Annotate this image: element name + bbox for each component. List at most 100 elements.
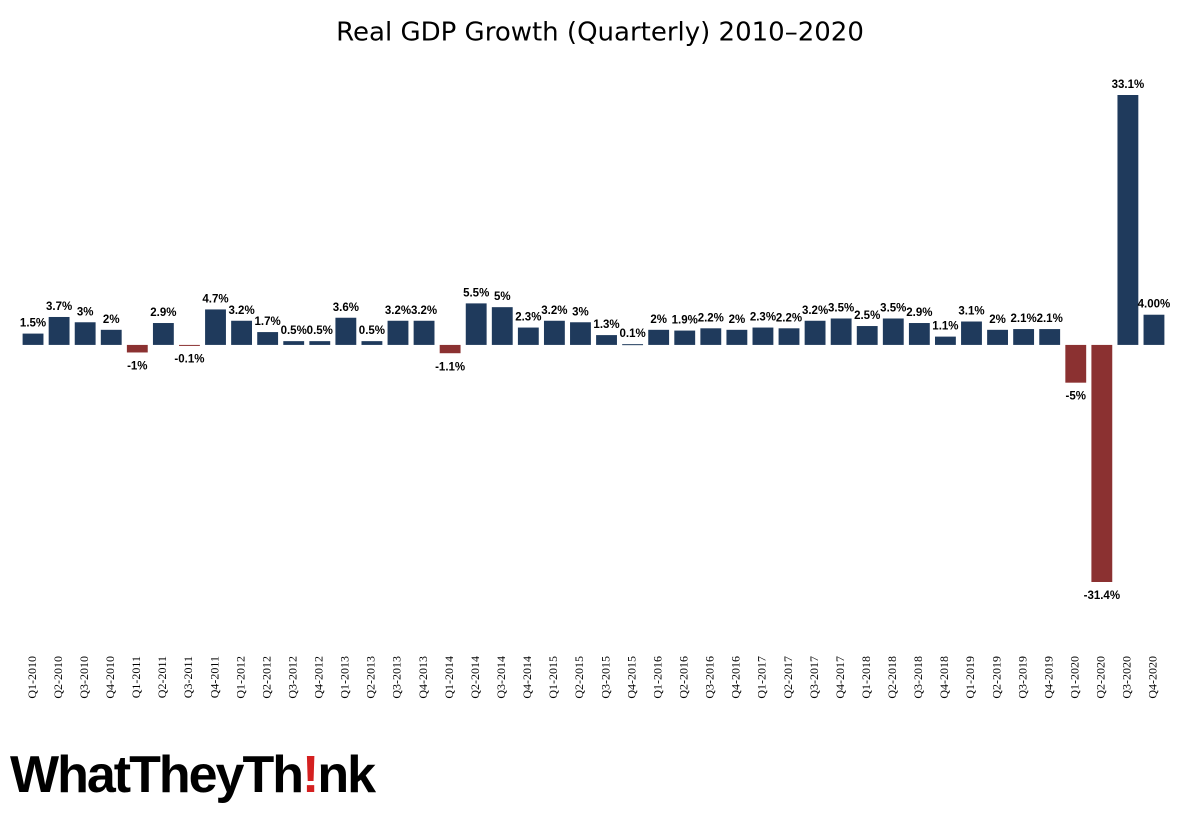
logo: WhatTheyTh!nk [10,746,376,804]
x-tick-label: Q4-2011 [207,656,221,698]
x-tick-label: Q1-2010 [25,656,39,699]
data-label: 1.9% [672,315,698,327]
bar [908,323,930,345]
x-tick-label: Q3-2014 [494,656,508,699]
x-tick-label: Q1-2016 [650,656,664,699]
x-tick-label: Q4-2019 [1041,656,1055,699]
data-label: 2% [103,314,120,326]
data-label: 1.7% [255,316,281,328]
data-label: 1.3% [593,319,619,331]
x-tick-label: Q4-2010 [103,656,117,699]
bar [648,329,670,345]
data-label: 0.5% [359,325,385,337]
x-tick-label: Q2-2012 [259,656,273,699]
bar [830,318,852,345]
data-label: 2.2% [776,312,802,324]
bar [387,320,409,345]
bar [361,341,383,345]
bar [1117,95,1139,345]
data-label: 2.1% [1011,313,1037,325]
bar [309,341,331,345]
x-tick-label: Q1-2011 [129,656,143,698]
bar [179,344,200,346]
x-tick-label: Q4-2014 [520,656,534,699]
x-tick-label: Q3-2018 [911,656,925,699]
x-tick-label: Q3-2017 [807,656,821,699]
x-tick-label: Q3-2011 [181,656,195,698]
bar [882,318,904,345]
bar [596,335,617,345]
data-label: 2.3% [515,312,541,324]
data-label: 2.5% [854,310,880,322]
data-label: 3.2% [802,305,828,317]
x-tick-label: Q4-2016 [729,656,743,699]
logo-text: nk [317,746,376,804]
data-label: 5.5% [463,287,489,299]
bar [152,323,174,345]
data-label: 1.1% [932,321,958,333]
bar [622,344,644,346]
logo-text: WhatTheyTh [10,746,302,804]
data-label: 2.2% [698,312,724,324]
x-tick-label: Q2-2010 [51,656,65,699]
bar [517,327,539,345]
data-label: 3% [77,306,94,318]
data-label: 0.1% [619,328,645,340]
x-tick-label: Q1-2018 [859,656,873,699]
x-tick-label: Q4-2018 [937,656,951,699]
x-tick-label: Q3-2019 [1015,656,1029,699]
x-tick-label: Q3-2020 [1120,656,1134,699]
x-tick-label: Q3-2013 [390,656,404,699]
bar [74,322,96,345]
bar [570,322,591,345]
data-label: -1% [127,360,147,372]
bar [48,316,70,345]
bar [674,330,696,345]
x-tick-label: Q1-2014 [442,656,456,699]
data-label: 2.3% [750,312,776,324]
data-label: 1.5% [20,318,46,330]
data-label: -1.1% [435,361,465,373]
x-tick-label: Q1-2019 [963,656,977,699]
data-label: -0.1% [174,354,204,366]
data-label: -5% [1066,391,1086,403]
data-label: 5% [494,291,511,303]
data-label: 2.9% [906,307,932,319]
bar [934,336,956,345]
x-tick-label: Q2-2011 [155,656,169,698]
bar [778,328,800,345]
bar [465,303,487,345]
data-label: 3.5% [828,303,854,315]
x-tick-label: Q3-2010 [77,656,91,699]
logo-accent: ! [302,746,317,804]
bar [1013,329,1035,345]
data-label: 3.2% [385,305,411,317]
data-label: 2% [729,314,746,326]
data-label: 3.6% [333,302,359,314]
x-tick-label: Q1-2013 [338,656,352,699]
bar [1039,329,1061,345]
x-tick-label: Q2-2015 [572,656,586,699]
x-tick-label: Q4-2015 [624,656,638,699]
bar [439,344,461,354]
data-label: 2% [989,314,1006,326]
x-tick-label: Q4-2020 [1146,656,1160,699]
data-label: 0.5% [307,325,333,337]
chart-title: Real GDP Growth (Quarterly) 2010–2020 [336,18,864,48]
x-tick-label: Q3-2012 [285,656,299,699]
bar [231,320,253,345]
bar [700,328,722,345]
x-tick-label: Q1-2020 [1068,656,1082,699]
data-label: 4.00% [1138,299,1171,311]
data-label: 3.5% [880,303,906,315]
data-label: 3.7% [46,301,72,313]
data-label: 4.7% [202,293,228,305]
x-tick-label: Q4-2013 [416,656,430,699]
x-tick-label: Q4-2012 [312,656,326,699]
x-tick-label: Q3-2015 [598,656,612,699]
data-label: 2.1% [1037,313,1063,325]
bar [100,329,122,345]
bar [257,332,279,345]
data-label: -31.4% [1084,590,1120,602]
x-tick-label: Q2-2016 [676,656,690,699]
